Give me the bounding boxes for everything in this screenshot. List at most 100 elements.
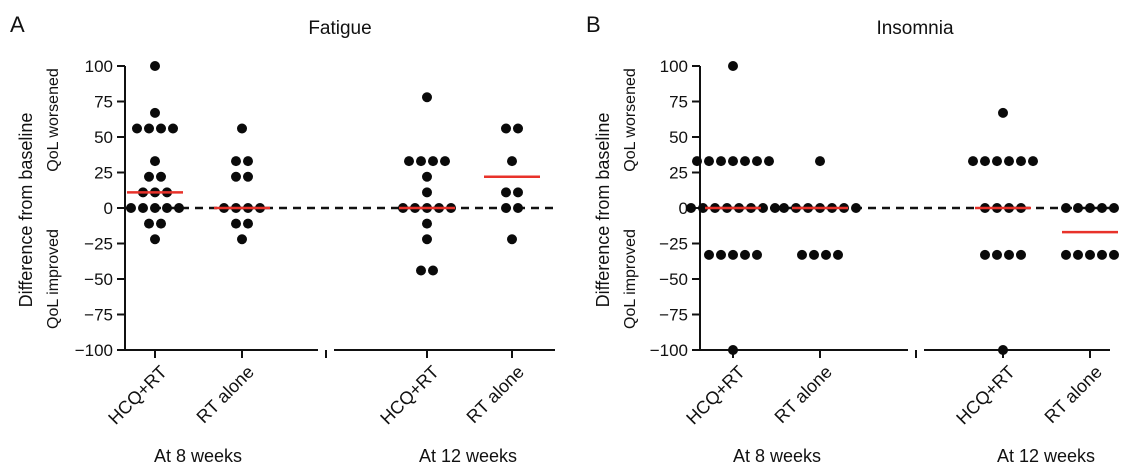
data-point — [422, 234, 432, 245]
data-point — [513, 187, 523, 198]
y-tick-label: 25 — [669, 164, 688, 183]
x-category-label: RT alone — [771, 362, 836, 427]
data-point — [980, 249, 990, 260]
data-point — [1109, 249, 1119, 260]
data-point — [1061, 203, 1071, 213]
data-point — [716, 156, 726, 167]
data-point — [1016, 249, 1026, 260]
x-category-label: HCQ+RT — [952, 362, 1019, 429]
data-point — [998, 345, 1008, 355]
series-2 — [214, 123, 270, 245]
data-point — [132, 123, 142, 134]
y-tick-label: 75 — [94, 93, 113, 112]
chart-title: Insomnia — [876, 18, 954, 39]
y-sublabel-worsened: QoL worsened — [45, 68, 62, 171]
y-tick-label: −25 — [659, 235, 688, 254]
data-point — [740, 156, 750, 167]
data-point — [231, 156, 241, 167]
data-point — [231, 171, 241, 182]
data-point — [851, 203, 861, 213]
data-point — [815, 156, 825, 167]
data-point — [428, 156, 438, 167]
y-axis-label: Difference from baseline — [593, 113, 613, 308]
data-point — [704, 156, 714, 167]
y-tick-label: −25 — [84, 235, 113, 254]
data-point — [156, 171, 166, 182]
data-point — [150, 107, 160, 118]
y-tick-label: 100 — [660, 57, 688, 76]
y-tick-label: −75 — [84, 306, 113, 325]
data-point — [698, 203, 708, 213]
data-point — [1061, 249, 1071, 260]
data-point — [243, 171, 253, 182]
y-tick-label: −50 — [659, 270, 688, 289]
data-point — [728, 156, 738, 167]
data-point — [764, 156, 774, 167]
data-point — [740, 249, 750, 260]
data-point — [422, 171, 432, 182]
data-point — [404, 156, 414, 167]
panel-a: A Fatigue 100 75 50 25 0 −25 −50 −75 −100 Differenc… — [10, 12, 555, 466]
y-tick-label: 0 — [104, 199, 113, 218]
data-point — [501, 203, 511, 213]
data-point — [992, 249, 1002, 260]
data-point — [1028, 156, 1038, 167]
data-point — [144, 123, 154, 134]
x-group-label: At 12 weeks — [997, 446, 1095, 466]
data-point — [968, 156, 978, 167]
data-point — [980, 156, 990, 167]
series-4 — [1061, 203, 1119, 260]
y-tick-label: 50 — [94, 128, 113, 147]
data-point — [507, 234, 517, 245]
y-tick-label: 0 — [679, 199, 688, 218]
data-point — [758, 203, 768, 213]
data-point — [156, 218, 166, 229]
y-sublabel-improved: QoL improved — [45, 229, 62, 329]
series-3 — [398, 92, 456, 276]
data-point — [150, 156, 160, 167]
data-point — [501, 187, 511, 198]
data-point — [513, 123, 523, 134]
data-point — [692, 156, 702, 167]
panel-letter: B — [586, 12, 601, 37]
data-point — [150, 61, 160, 71]
x-group-label: At 8 weeks — [154, 446, 242, 466]
data-point — [422, 187, 432, 198]
data-point — [716, 249, 726, 260]
y-tick-label: −75 — [659, 306, 688, 325]
series-3 — [968, 107, 1038, 355]
y-tick-label: 50 — [669, 128, 688, 147]
data-point — [162, 203, 172, 213]
data-point — [174, 203, 184, 213]
y-sublabel-improved: QoL improved — [622, 229, 639, 329]
data-point — [156, 123, 166, 134]
x-category-label: RT alone — [463, 362, 528, 427]
data-point — [422, 218, 432, 229]
data-point — [1073, 249, 1083, 260]
data-point — [150, 203, 160, 213]
data-point — [1016, 156, 1026, 167]
data-point — [126, 203, 136, 213]
data-point — [1085, 249, 1095, 260]
data-point — [779, 203, 789, 213]
data-point — [144, 218, 154, 229]
x-category-label: RT alone — [193, 362, 258, 427]
x-group-label: At 12 weeks — [419, 446, 517, 466]
data-point — [237, 234, 247, 245]
y-tick-label: −100 — [75, 341, 113, 360]
data-point — [1004, 156, 1014, 167]
y-tick-label: −100 — [650, 341, 688, 360]
panel-letter: A — [10, 12, 25, 37]
series-1 — [126, 61, 184, 245]
data-point — [243, 218, 253, 229]
data-point — [686, 203, 696, 213]
data-point — [144, 171, 154, 182]
series-1 — [686, 61, 780, 355]
series-4 — [484, 123, 540, 245]
panel-b: B Insomnia 100 75 50 25 0 −25 −50 −75 −100 Differen… — [586, 12, 1119, 466]
data-point — [797, 249, 807, 260]
data-point — [821, 249, 831, 260]
chart-title: Fatigue — [308, 18, 371, 39]
